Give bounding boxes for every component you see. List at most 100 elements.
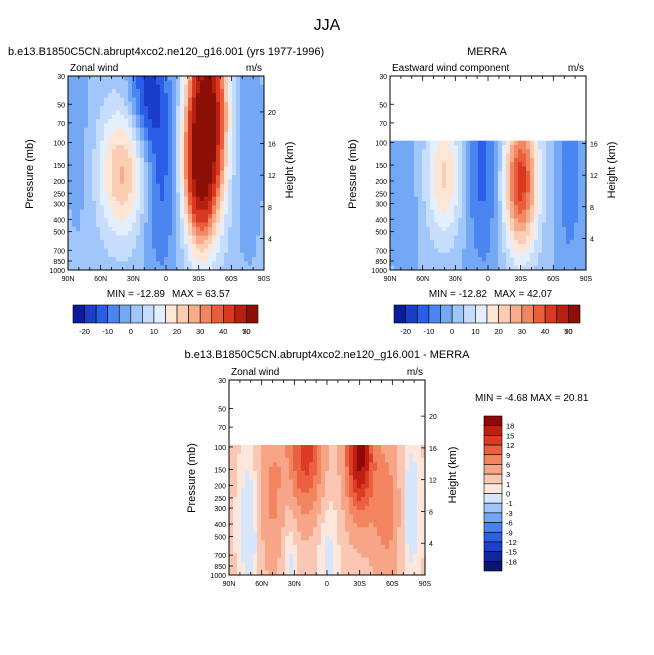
field-cell [140, 110, 145, 116]
field-cell [240, 222, 245, 228]
field-cell [124, 218, 129, 224]
field-cell [160, 149, 165, 155]
colorbar-box [498, 304, 511, 324]
field-cell [184, 114, 189, 120]
field-cell [256, 239, 261, 245]
field-cell [237, 484, 242, 489]
field-cell [196, 110, 201, 116]
field-cell [212, 144, 217, 150]
field-cell [450, 244, 455, 249]
field-cell [104, 192, 109, 198]
field-cell [116, 119, 121, 124]
field-cell [394, 261, 399, 267]
field-cell [297, 518, 302, 524]
field-cell [361, 484, 366, 489]
field-cell [245, 466, 250, 472]
field-cell [237, 497, 242, 502]
field-cell [401, 514, 406, 520]
field-cell [393, 449, 398, 455]
field-cell [196, 244, 201, 249]
field-cell [490, 170, 495, 176]
field-cell [140, 157, 145, 163]
field-cell [405, 527, 410, 533]
field-cell [228, 231, 233, 237]
field-cell [108, 84, 113, 90]
field-cell [84, 162, 89, 168]
field-cell [188, 201, 193, 206]
field-cell [88, 179, 93, 185]
x-tick-label: 30N [449, 276, 462, 283]
field-cell [108, 252, 113, 258]
field-cell [478, 231, 483, 237]
field-cell [76, 93, 81, 99]
field-cell [152, 166, 157, 172]
field-cell [136, 166, 141, 172]
field-cell [518, 140, 523, 146]
field-cell [454, 188, 459, 193]
field-cell [454, 140, 459, 146]
field-cell [249, 445, 254, 450]
field-cell [333, 536, 338, 541]
field-cell [104, 175, 109, 180]
field-cell [390, 192, 395, 198]
field-cell [426, 179, 431, 185]
field-cell [261, 531, 266, 537]
field-cell [196, 248, 201, 254]
field-cell [188, 123, 193, 129]
field-cell [277, 453, 282, 459]
field-cell [236, 101, 241, 107]
field-cell [88, 166, 93, 172]
field-cell [337, 523, 342, 528]
field-cell [269, 458, 274, 463]
field-cell [96, 132, 101, 137]
field-cell [76, 76, 81, 81]
field-cell [84, 80, 89, 86]
field-cell [333, 510, 338, 515]
field-cell [188, 114, 193, 120]
field-cell [446, 257, 451, 262]
field-cell [582, 226, 587, 232]
field-cell [450, 209, 455, 215]
field-cell [265, 462, 270, 468]
field-cell [188, 119, 193, 124]
field-cell [100, 84, 105, 90]
field-cell [168, 114, 173, 120]
field-cell [397, 453, 402, 459]
field-cell [244, 183, 249, 189]
field-cell [136, 226, 141, 232]
field-cell [410, 196, 415, 202]
field-cell [220, 201, 225, 206]
field-cell [273, 458, 278, 463]
field-cell [578, 196, 583, 202]
field-cell [394, 140, 399, 146]
field-cell [136, 153, 141, 159]
y-tick-label: 400 [53, 217, 65, 224]
field-cell [486, 226, 491, 232]
field-cell [542, 226, 547, 232]
field-cell [104, 222, 109, 228]
field-cell [256, 114, 261, 120]
field-cell [104, 183, 109, 189]
field-cell [241, 527, 246, 533]
field-cell [317, 501, 322, 507]
field-cell [76, 226, 81, 232]
field-cell [514, 239, 519, 245]
field-cell [212, 205, 217, 211]
field-cell [240, 140, 245, 146]
field-cell [409, 471, 414, 476]
field-cell [530, 153, 535, 159]
field-cell [494, 244, 499, 249]
field-cell [305, 458, 310, 463]
field-cell [132, 265, 137, 271]
field-cell [112, 188, 117, 193]
field-cell [502, 261, 507, 267]
field-cell [112, 140, 117, 146]
field-cell [438, 175, 443, 180]
field-cell [393, 510, 398, 515]
field-cell [402, 226, 407, 232]
field-cell [112, 201, 117, 206]
field-cell [80, 84, 85, 90]
field-cell [325, 458, 330, 463]
field-cell [108, 101, 113, 107]
field-cell [232, 257, 237, 262]
